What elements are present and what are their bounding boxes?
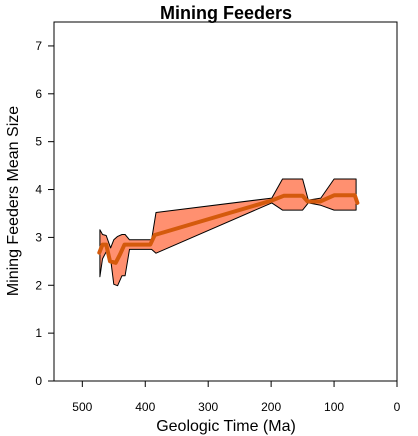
- x-axis-label: Geologic Time (Ma): [156, 418, 296, 435]
- y-tick-label: 5: [35, 135, 42, 149]
- x-tick-label: 400: [135, 400, 155, 414]
- x-tick-label: 300: [198, 400, 218, 414]
- y-tick-label: 0: [35, 374, 42, 388]
- confidence-band: [99, 178, 357, 287]
- chart-title: Mining Feeders: [160, 3, 292, 23]
- x-tick-label: 500: [72, 400, 92, 414]
- y-tick-label: 2: [35, 278, 42, 292]
- x-tick-label: 200: [261, 400, 281, 414]
- y-tick-label: 1: [35, 326, 42, 340]
- y-tick-label: 4: [35, 183, 42, 197]
- mean-size-line: [97, 193, 360, 265]
- y-axis-label: Mining Feeders Mean Size: [5, 106, 22, 296]
- plot-frame: [53, 21, 398, 382]
- y-tick-label: 6: [35, 87, 42, 101]
- y-tick-label: 3: [35, 230, 42, 244]
- x-tick-label: 0: [394, 400, 401, 414]
- x-tick-label: 100: [324, 400, 344, 414]
- y-tick-label: 7: [35, 39, 42, 53]
